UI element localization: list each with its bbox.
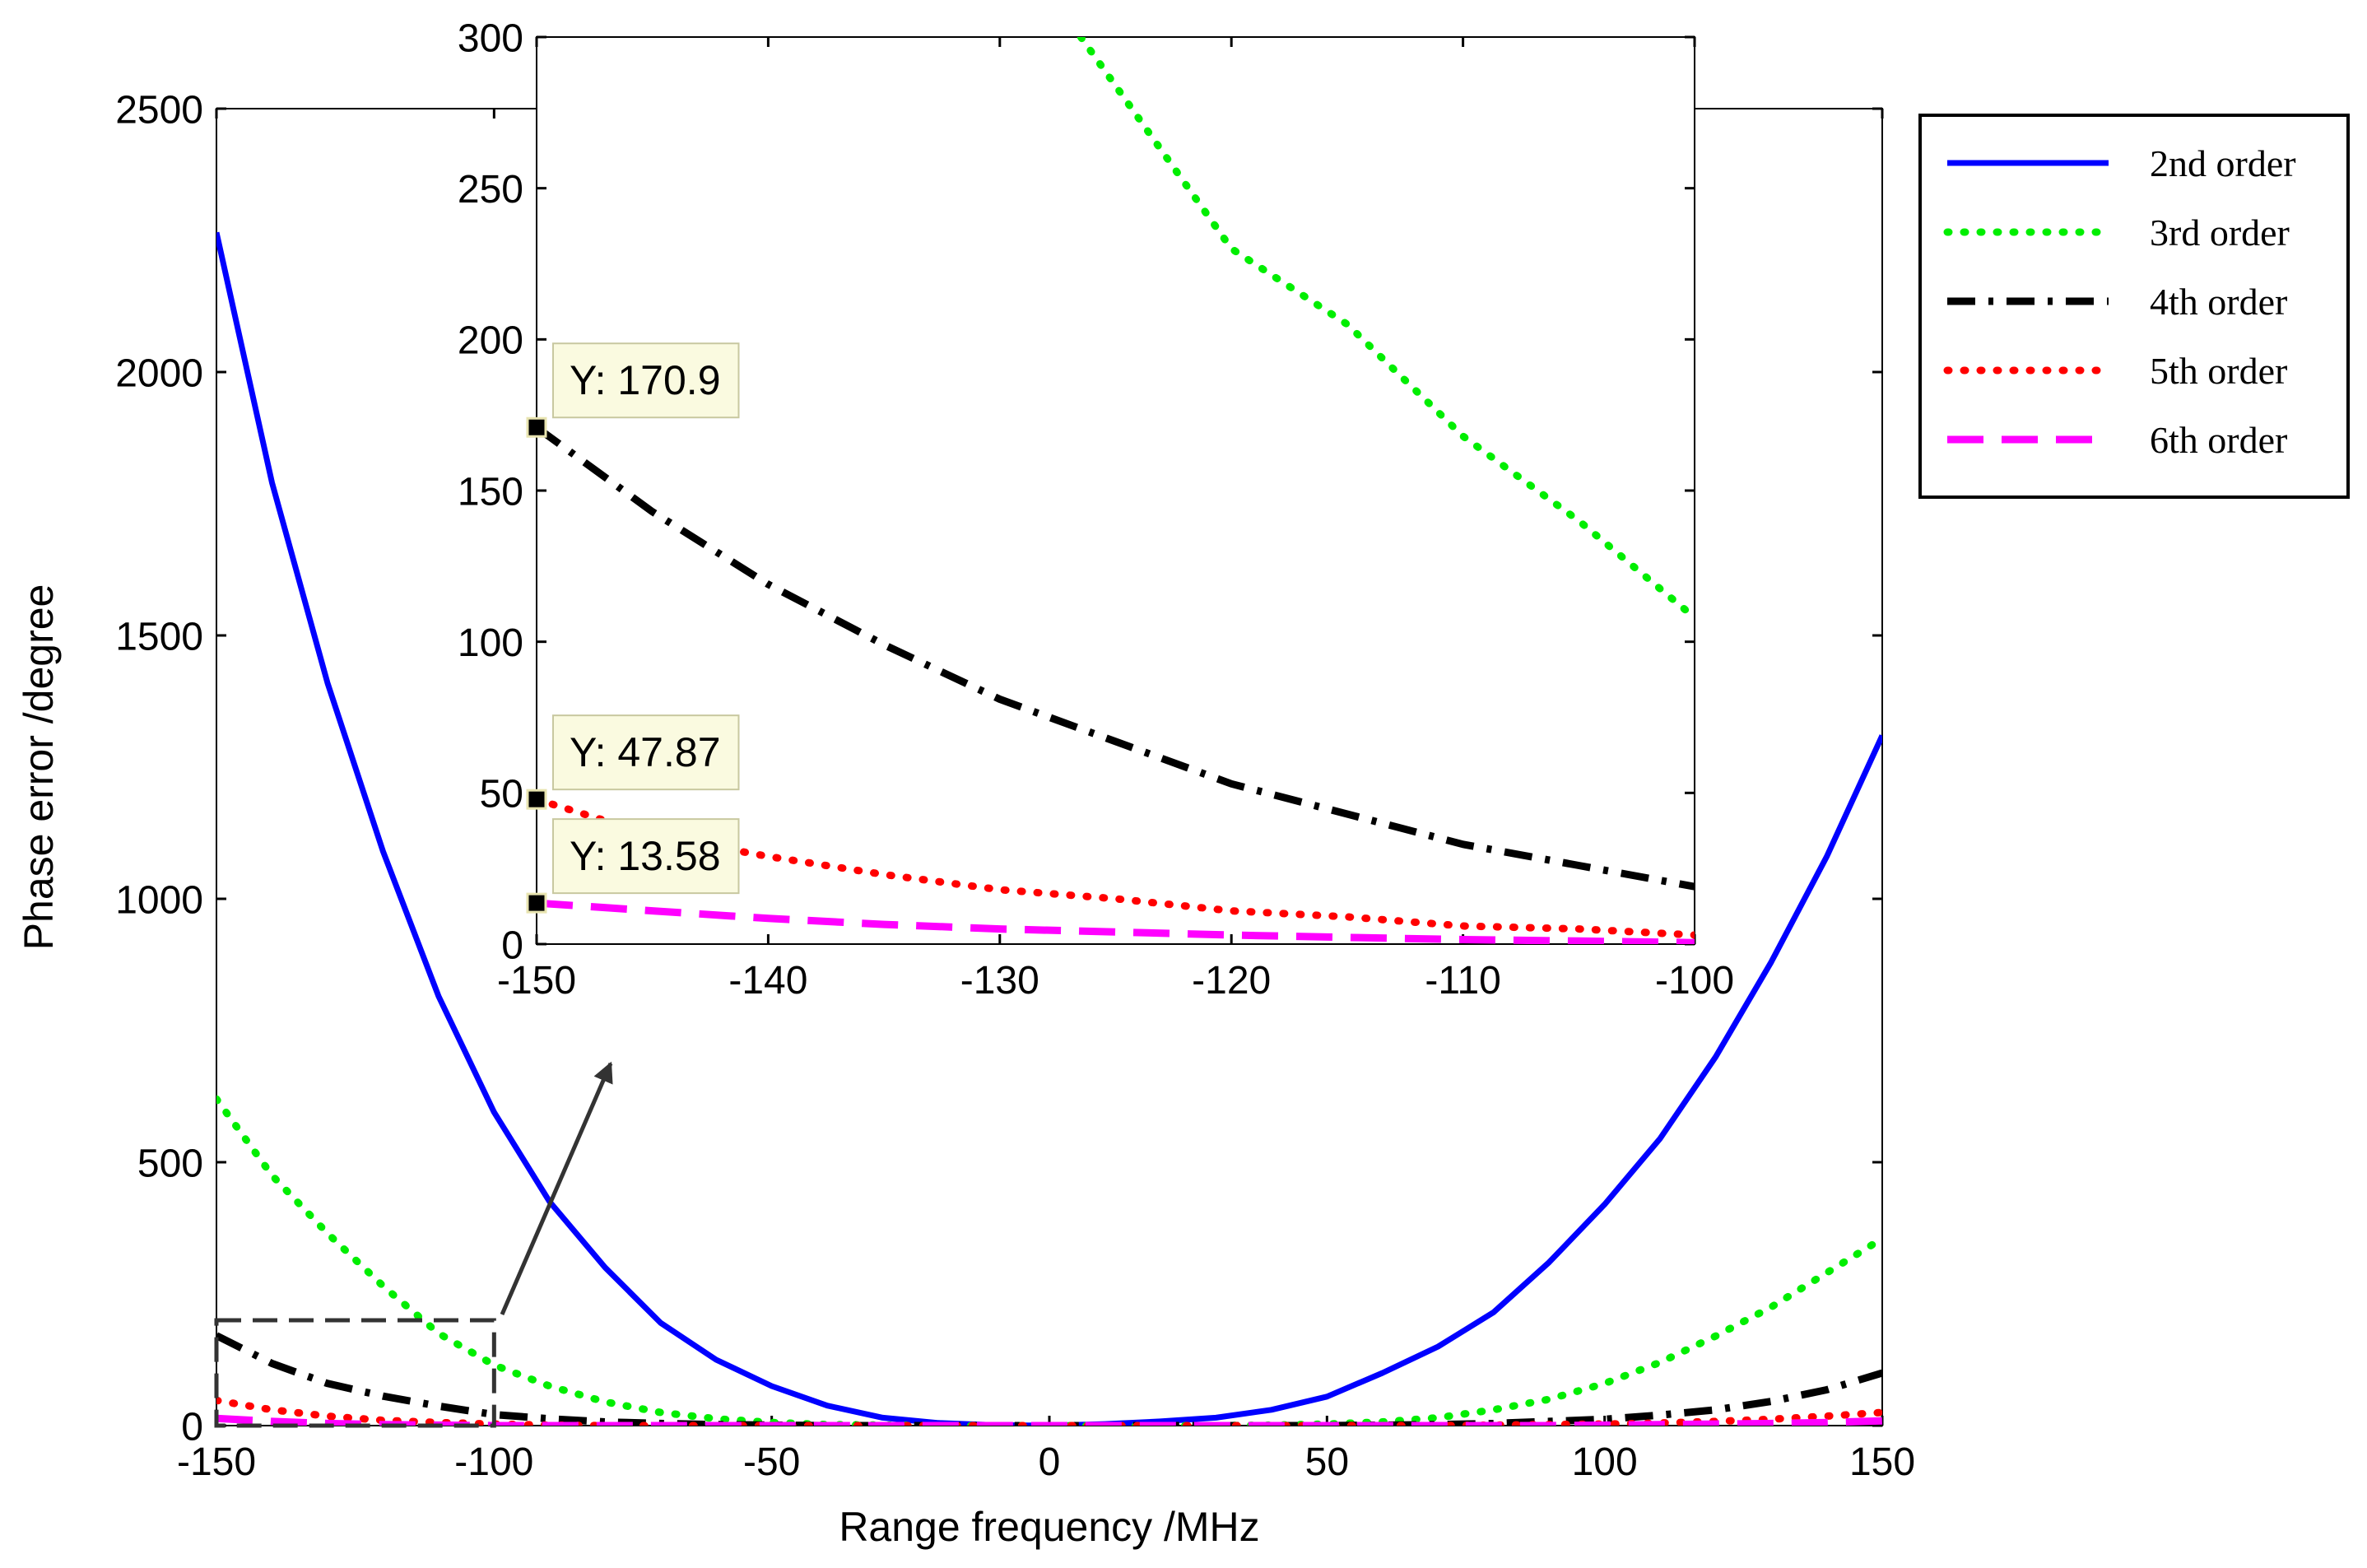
datatip-label: Y: 170.9 xyxy=(570,357,721,403)
legend-label: 3rd order xyxy=(2150,212,2290,254)
datatip-marker xyxy=(526,892,547,914)
datatip-label: Y: 13.58 xyxy=(570,833,721,879)
inset-x-tick-label: -130 xyxy=(960,959,1039,1003)
y-axis-label: Phase error /degree xyxy=(16,584,62,951)
inset-series-6th-order xyxy=(537,899,1695,944)
main-y-tick-label: 2000 xyxy=(115,351,203,395)
main-x-tick-label: -150 xyxy=(177,1440,256,1484)
main-y-tick-label: 0 xyxy=(181,1405,203,1449)
inset-y-tick-label: 100 xyxy=(458,621,523,665)
main-x-tick-label: 0 xyxy=(1039,1440,1061,1484)
inset-y-tick-label: 200 xyxy=(458,319,523,363)
datatip-box xyxy=(552,818,740,895)
inset-x-tick-label: -100 xyxy=(1655,959,1734,1003)
legend-label: 6th order xyxy=(2150,419,2287,461)
main-y-tick-label: 1000 xyxy=(115,878,203,922)
legend-items: 2nd order 3rd order 4th order 5th order 6th … xyxy=(1943,142,2296,461)
zoom-indicator xyxy=(214,1061,613,1428)
inset-x-tick-label: -150 xyxy=(497,959,576,1003)
main-x-tick-label: 50 xyxy=(1305,1440,1349,1484)
inset-y-tick-label: 300 xyxy=(458,16,523,60)
legend: 2nd order 3rd order 4th order 5th order 6th … xyxy=(1918,114,2350,499)
zoom-arrow xyxy=(500,1061,613,1315)
inset-y-tick-label: 150 xyxy=(458,470,523,514)
legend-label: 2nd order xyxy=(2150,142,2296,184)
inset-series-3rd-order xyxy=(1077,37,1695,621)
main-x-tick-label: 150 xyxy=(1849,1440,1915,1484)
inset-plot-area xyxy=(536,36,1695,945)
datatip-marker xyxy=(526,416,547,438)
zoom-region-box xyxy=(214,1318,496,1428)
legend-label: 4th order xyxy=(2150,281,2287,323)
inset-y-tick-label: 0 xyxy=(501,924,523,967)
inset-axes: -150 -140 -130 -120 -110 -100 0 50 100 150 200 250 3… xyxy=(458,16,1734,1003)
main-y-tick-label: 1500 xyxy=(115,615,203,658)
inset-datatips: Y: 170.9 Y: 47.87 Y: 13.58 xyxy=(526,342,740,914)
datatip-marker xyxy=(526,789,547,810)
datatip-label: Y: 47.87 xyxy=(570,729,721,775)
datatip-box xyxy=(552,342,740,419)
x-axis-label: Range frequency /MHz xyxy=(839,1504,1259,1550)
main-y-tick-label: 2500 xyxy=(115,88,203,132)
inset-x-tick-label: -120 xyxy=(1192,959,1271,1003)
legend-box xyxy=(1918,114,2350,499)
main-series-2nd-order xyxy=(216,231,1882,1426)
main-x-tick-label: 100 xyxy=(1572,1440,1638,1484)
inset-y-tick-label: 50 xyxy=(480,773,523,817)
inset-tick-labels: -150 -140 -130 -120 -110 -100 0 50 100 150 200 250 3… xyxy=(458,16,1734,1003)
main-x-tick-label: -100 xyxy=(454,1440,533,1484)
legend-label: 5th order xyxy=(2150,350,2287,392)
datatip-box xyxy=(552,714,740,791)
inset-series-4th-order xyxy=(537,424,1695,891)
inset-x-tick-label: -140 xyxy=(728,959,807,1003)
main-x-tick-label: -50 xyxy=(743,1440,800,1484)
main-y-tick-label: 500 xyxy=(137,1142,203,1185)
inset-x-tick-label: -110 xyxy=(1425,959,1501,1003)
inset-y-tick-label: 250 xyxy=(458,168,523,212)
main-series-6th-order xyxy=(216,1414,1882,1426)
